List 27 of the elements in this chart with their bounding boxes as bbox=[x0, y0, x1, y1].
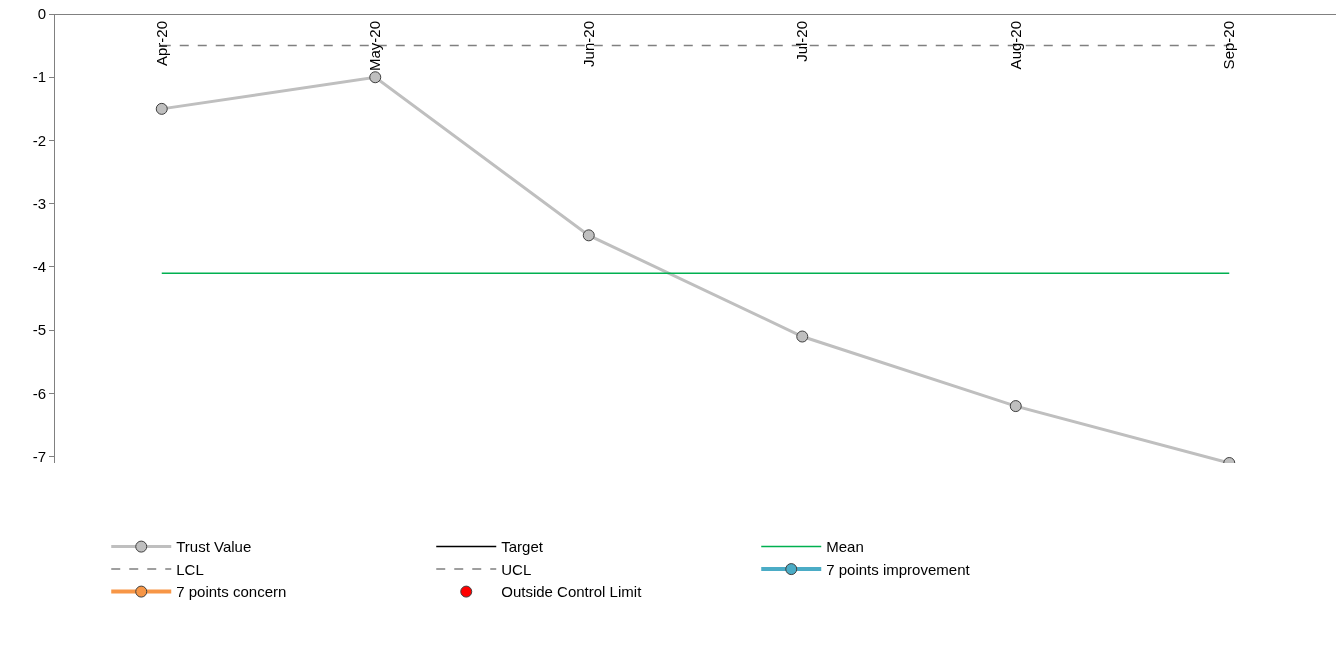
y-tick-label: -7 bbox=[32, 447, 46, 465]
y-tick-label: -6 bbox=[32, 384, 46, 402]
x-tick-label: Apr-20 bbox=[152, 21, 170, 67]
legend-label: 7 points concern bbox=[176, 583, 287, 601]
point bbox=[1009, 400, 1022, 413]
legend-label: Mean bbox=[826, 538, 864, 556]
x-tick-label: May-20 bbox=[366, 21, 384, 72]
y-tick-label: -4 bbox=[32, 258, 46, 276]
x-tick-label: Jun-20 bbox=[579, 21, 597, 67]
legend-label: Outside Control Limit bbox=[501, 583, 643, 601]
legend-label: UCL bbox=[501, 560, 532, 578]
point bbox=[369, 71, 382, 84]
legend-label: 7 points improvement bbox=[826, 560, 971, 578]
y-tick-label: 0 bbox=[37, 5, 46, 23]
y-tick-label: -3 bbox=[32, 194, 46, 212]
point bbox=[796, 330, 809, 343]
x-tick-label: Jul-20 bbox=[793, 21, 811, 62]
y-tick-label: -5 bbox=[32, 321, 46, 339]
x-tick-label: Sep-20 bbox=[1220, 21, 1238, 70]
legend-label: Trust Value bbox=[176, 538, 252, 556]
legend-label: LCL bbox=[176, 560, 204, 578]
point bbox=[155, 102, 168, 115]
y-tick-label: -1 bbox=[32, 68, 46, 86]
legend-label: Target bbox=[501, 538, 544, 556]
x-tick-label: Aug-20 bbox=[1006, 21, 1024, 70]
y-tick-label: -2 bbox=[32, 131, 46, 149]
point bbox=[582, 229, 595, 242]
